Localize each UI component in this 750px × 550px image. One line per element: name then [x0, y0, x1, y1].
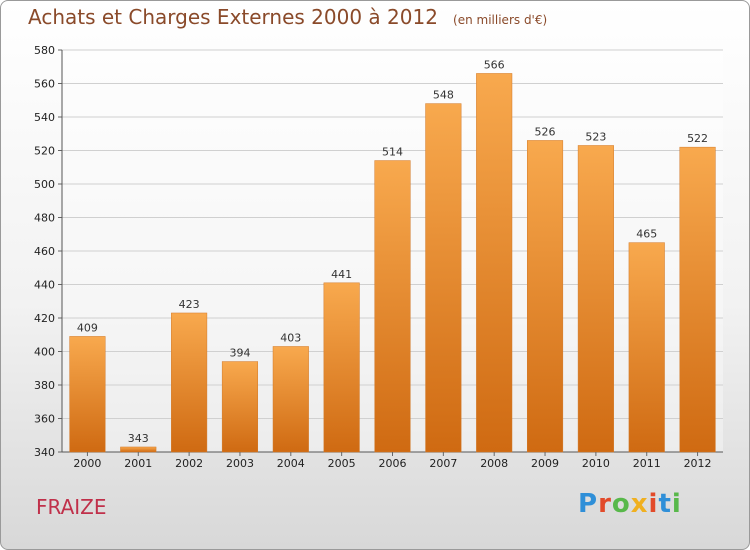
- bar: [679, 146, 716, 453]
- x-tick-label: 2006: [379, 457, 407, 470]
- x-tick-label: 2003: [226, 457, 254, 470]
- logo-letter: P: [578, 489, 599, 519]
- bar-value-label: 394: [229, 347, 250, 360]
- y-tick-label: 340: [34, 446, 55, 459]
- x-tick-label: 2011: [633, 457, 661, 470]
- x-tick-label: 2002: [175, 457, 203, 470]
- x-tick-label: 2012: [684, 457, 712, 470]
- y-tick-label: 440: [34, 279, 55, 292]
- y-tick-label: 480: [34, 212, 55, 225]
- y-tick-label: 380: [34, 379, 55, 392]
- bar-value-label: 523: [585, 130, 606, 143]
- chart-title-text: Achats et Charges Externes 2000 à 2012: [28, 5, 438, 29]
- bar-value-label: 514: [382, 146, 403, 159]
- logo-letter: r: [598, 489, 612, 519]
- x-tick-label: 2001: [124, 457, 152, 470]
- x-tick-label: 2007: [429, 457, 457, 470]
- bar: [171, 312, 208, 453]
- bar: [476, 73, 513, 453]
- bar-value-label: 548: [433, 89, 454, 102]
- chart-unit: (en milliers d'€): [453, 13, 548, 27]
- chart-title: Achats et Charges Externes 2000 à 2012 (…: [28, 5, 547, 29]
- y-tick-label: 400: [34, 346, 55, 359]
- commune-name: FRAIZE: [36, 495, 107, 519]
- bar: [323, 282, 360, 453]
- proxiti-logo: Proxiti: [578, 489, 682, 519]
- y-tick-label: 460: [34, 245, 55, 258]
- bar-value-label: 403: [280, 331, 301, 344]
- bar-value-label: 522: [687, 132, 708, 145]
- bar: [628, 242, 665, 453]
- logo-letter: t: [658, 489, 672, 519]
- logo-letter: x: [630, 489, 649, 519]
- bar: [120, 446, 157, 453]
- logo-letter: o: [611, 489, 631, 519]
- y-tick-label: 560: [34, 78, 55, 91]
- y-tick-label: 580: [34, 44, 55, 57]
- x-tick-label: 2005: [328, 457, 356, 470]
- bar: [272, 346, 309, 453]
- bar-value-label: 409: [77, 321, 98, 334]
- bar: [221, 361, 259, 453]
- bar-value-label: 465: [636, 228, 657, 241]
- bar-value-label: 441: [331, 268, 352, 281]
- bar-value-label: 566: [484, 58, 505, 71]
- logo-letter: i: [648, 489, 659, 519]
- y-tick-label: 500: [34, 178, 55, 191]
- bar: [374, 160, 411, 453]
- x-tick-label: 2010: [582, 457, 610, 470]
- y-tick-label: 520: [34, 145, 55, 158]
- x-tick-label: 2008: [480, 457, 508, 470]
- logo-letter: i: [671, 489, 682, 519]
- bar: [425, 103, 462, 453]
- bar-value-label: 423: [179, 298, 200, 311]
- x-tick-label: 2009: [531, 457, 559, 470]
- bar-value-label: 526: [535, 125, 556, 138]
- y-tick-label: 420: [34, 312, 55, 325]
- x-tick-label: 2000: [73, 457, 101, 470]
- bar-value-label: 343: [128, 432, 149, 445]
- bar: [69, 336, 106, 453]
- y-tick-label: 360: [34, 413, 55, 426]
- x-tick-label: 2004: [277, 457, 305, 470]
- bar: [526, 140, 564, 453]
- bar: [577, 145, 614, 453]
- y-tick-label: 540: [34, 111, 55, 124]
